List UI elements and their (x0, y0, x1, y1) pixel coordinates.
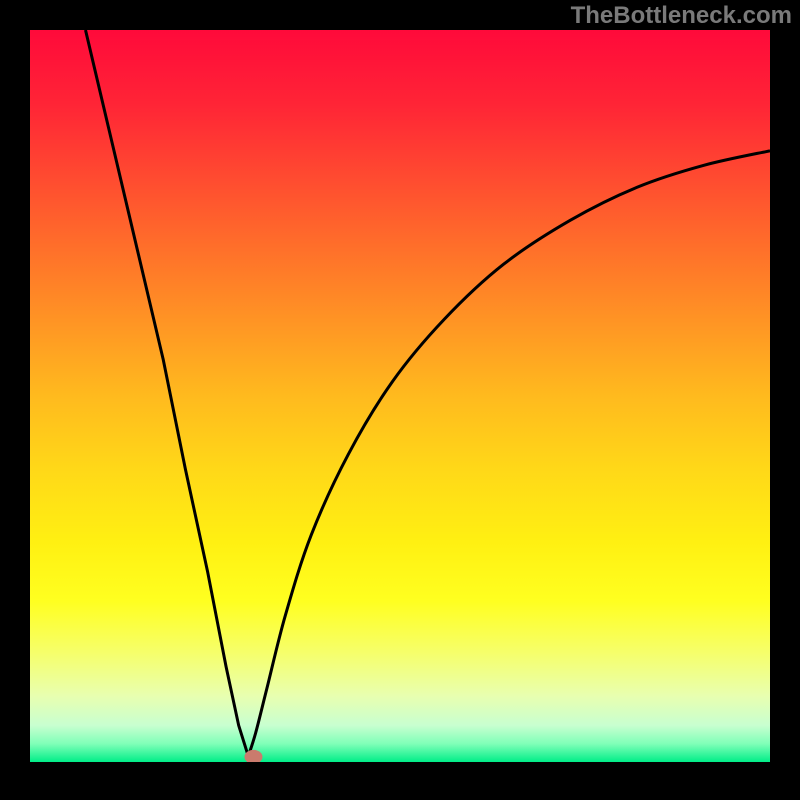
chart-container: TheBottleneck.com (0, 0, 800, 800)
plot-area (30, 30, 770, 762)
curve-svg (30, 30, 770, 762)
watermark-text: TheBottleneck.com (571, 2, 792, 30)
bottleneck-curve (86, 30, 771, 756)
